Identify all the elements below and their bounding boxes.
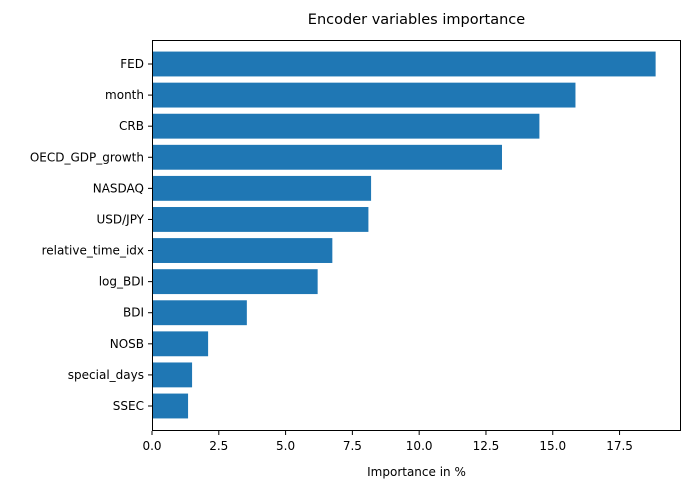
bar-relative-time-idx [152,238,333,263]
y-tick-label: OECD_GDP_growth [30,150,144,164]
y-tick-label: month [105,88,144,102]
x-tick-label: 5.0 [276,439,295,453]
y-tick-label: SSEC [113,399,144,413]
bars-layer [152,51,656,419]
bar-usd-jpy [152,207,369,232]
y-tick-label: BDI [123,306,144,320]
bar-crb [152,113,540,139]
y-tick-label: special_days [68,368,144,382]
y-tick-label: FED [120,57,144,71]
bar-special-days [152,362,193,388]
x-tick-label: 7.5 [343,439,362,453]
y-axis: FED month CRB OECD_GDP_growth NASDAQ USD/JPY r… [30,57,152,413]
chart-title: Encoder variables importance [308,12,525,28]
x-axis-title: Importance in % [367,465,466,479]
x-tick-label: 15.0 [539,439,566,453]
y-tick-label: NASDAQ [93,181,144,195]
bar-month [152,82,576,108]
x-tick-label: 17.5 [606,439,633,453]
bar-oecd-gdp-growth [152,144,502,170]
bar-log-bdi [152,269,318,295]
y-tick-label: relative_time_idx [42,244,144,258]
bar-nosb [152,331,209,357]
y-tick-label: USD/JPY [96,212,144,226]
bar-nasdaq [152,175,372,201]
y-tick-label: log_BDI [99,275,144,289]
y-tick-label: CRB [119,119,144,133]
x-tick-label: 0.0 [142,439,161,453]
x-tick-label: 12.5 [473,439,500,453]
bar-fed [152,51,656,77]
bar-bdi [152,300,247,326]
plot-frame [152,40,681,431]
x-tick-label: 10.0 [406,439,433,453]
x-axis: 0.0 2.5 5.0 7.5 10.0 12.5 15.0 17.5 [142,431,633,453]
bar-ssec [152,393,189,419]
y-tick-label: NOSB [110,337,144,351]
x-tick-label: 2.5 [209,439,228,453]
